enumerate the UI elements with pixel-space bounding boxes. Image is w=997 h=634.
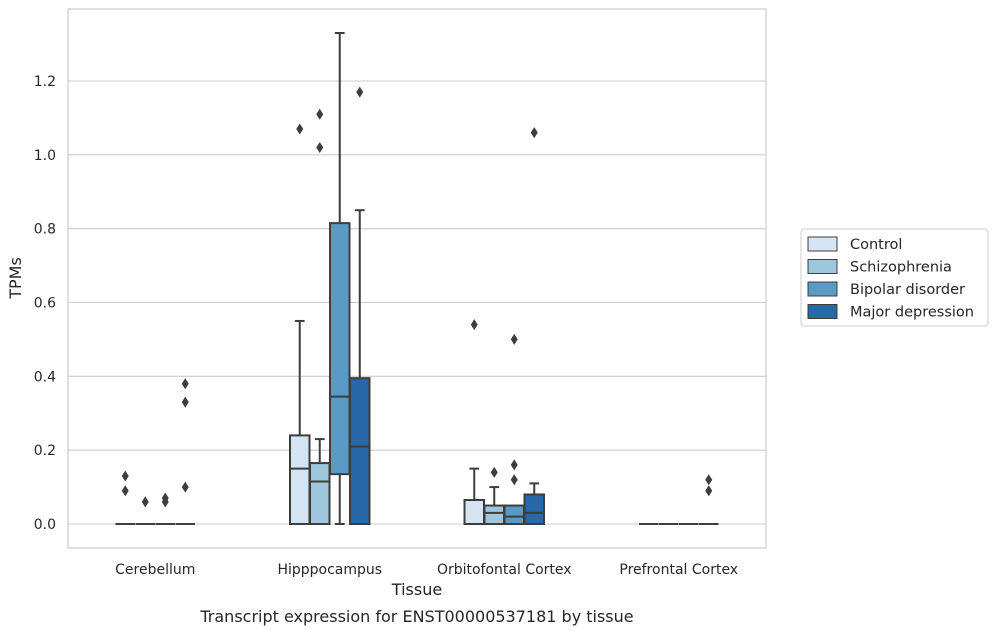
x-tick-labels: Cerebellum Hipppocampus Orbitofontal Corte… (115, 562, 738, 578)
outlier-point (121, 485, 129, 497)
box-group (135, 496, 155, 526)
outlier-point (181, 378, 189, 390)
y-tick-label: 0.2 (34, 443, 56, 459)
legend-swatch (807, 281, 838, 297)
x-tick-label: Prefrontal Cortex (619, 562, 738, 578)
legend-label: Control (850, 237, 902, 253)
legend-swatch (807, 304, 838, 319)
box-group (115, 470, 135, 526)
outlier-point (356, 86, 364, 98)
box-group (309, 108, 331, 526)
outlier-point (296, 123, 304, 135)
figure-caption: Transcript expression for ENST0000053718… (199, 607, 633, 626)
y-tick-label: 1.2 (34, 74, 56, 90)
outlier-point (316, 108, 324, 120)
box-iqr (503, 504, 525, 526)
outlier-point (316, 141, 324, 153)
outlier-point (530, 127, 538, 139)
y-gridlines (68, 80, 766, 525)
box-group (329, 31, 351, 526)
legend-frame (800, 228, 989, 327)
legend-label: Bipolar disorder (850, 282, 965, 298)
box-group (523, 127, 545, 526)
outlier-point (141, 496, 149, 508)
outlier-point (181, 396, 189, 408)
outlier-point (705, 474, 713, 486)
outlier-point (470, 319, 478, 331)
outlier-point (121, 470, 129, 482)
legend-swatch (807, 259, 838, 274)
outlier-point (705, 485, 713, 497)
y-axis-label: TPMs (6, 257, 25, 300)
box-iqr (349, 377, 371, 526)
box-iqr (289, 434, 311, 526)
box-group (155, 492, 175, 526)
plot-area (67, 8, 767, 549)
y-tick-label: 0.6 (34, 295, 56, 311)
y-tick-labels: 0.0 0.2 0.4 0.6 0.8 1.0 1.2 (34, 74, 56, 533)
outlier-point (161, 496, 169, 508)
y-tick-label: 0.4 (34, 369, 56, 385)
box-iqr (483, 504, 505, 526)
x-tick-label: Cerebellum (115, 562, 195, 578)
box-iqr (523, 493, 545, 526)
box-group (349, 86, 371, 526)
box-group (289, 123, 311, 526)
outlier-point (510, 474, 518, 486)
y-tick-label: 1.0 (34, 148, 56, 164)
legend-label: Major depression (850, 305, 974, 321)
box-iqr (309, 462, 331, 526)
outlier-point (490, 466, 498, 478)
legend: Control Schizophrenia Bipolar disorder Majo… (800, 228, 989, 327)
y-tick-label: 0.0 (34, 517, 56, 533)
outlier-point (181, 481, 189, 493)
box-iqr (329, 222, 351, 476)
x-axis-label: Tissue (391, 580, 442, 599)
boxes (115, 31, 719, 526)
box-iqr (463, 499, 485, 526)
legend-label: Schizophrenia (850, 260, 952, 276)
x-tick-label: Hipppocampus (277, 562, 382, 578)
x-tick-label: Orbitofontal Cortex (437, 562, 572, 578)
legend-swatch (807, 236, 838, 252)
outlier-point (510, 459, 518, 471)
y-tick-label: 0.8 (34, 222, 56, 238)
box-group (175, 378, 195, 526)
box-group (699, 474, 719, 526)
outlier-point (510, 333, 518, 345)
